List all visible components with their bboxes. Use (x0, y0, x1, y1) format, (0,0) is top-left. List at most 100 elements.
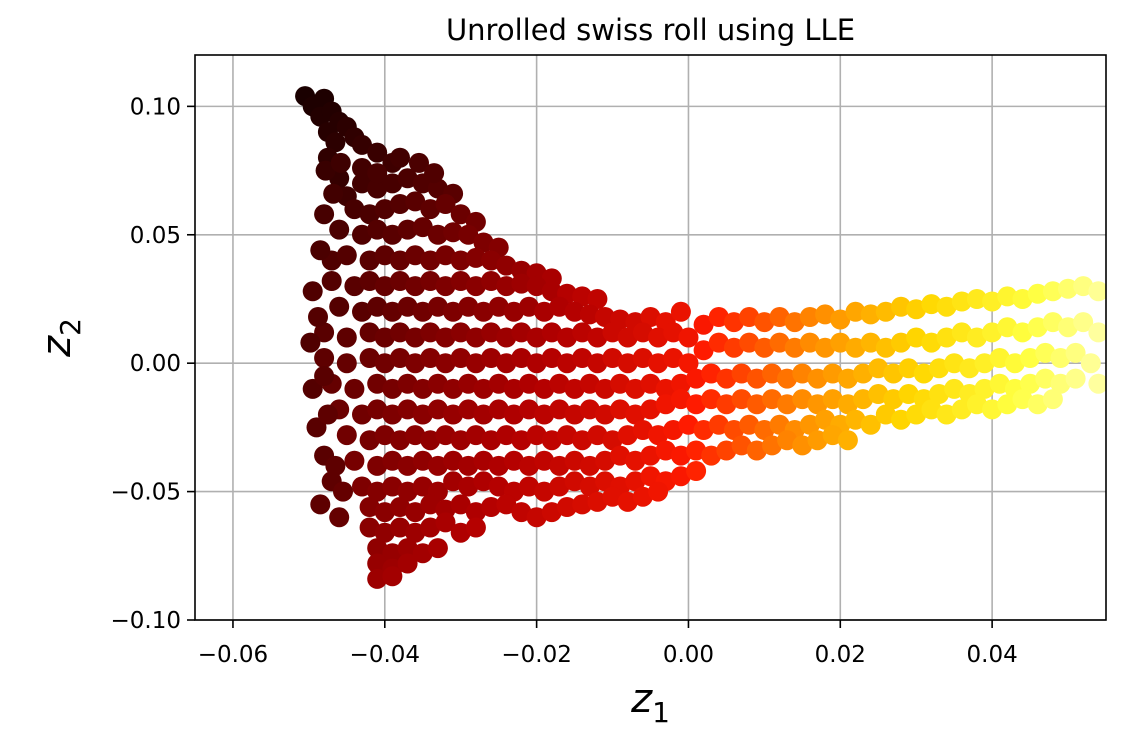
scatter-point (352, 158, 372, 178)
scatter-point (663, 322, 684, 343)
scatter-point (868, 384, 889, 404)
scatter-point (336, 245, 357, 266)
plot-frame (194, 54, 1107, 621)
scatter-point (336, 425, 357, 446)
scatter-point (1035, 342, 1056, 363)
scatter-point (443, 471, 464, 492)
scatter-point (458, 476, 479, 497)
scatter-point (1042, 389, 1063, 410)
scatter-point (564, 450, 585, 471)
y-tick-label: 0.00 (130, 351, 181, 377)
scatter-point (503, 404, 524, 425)
scatter-point (799, 414, 820, 435)
scatter-point (815, 337, 836, 358)
scatter-point (944, 353, 965, 374)
scatter-point (496, 276, 517, 297)
scatter-point (640, 307, 661, 327)
y-tick-label: 0.05 (130, 223, 181, 249)
scatter-point (739, 307, 760, 327)
scatter-point (1012, 389, 1033, 410)
scatter-point (465, 327, 486, 348)
scatter-point (929, 384, 949, 404)
scatter-point (481, 348, 502, 368)
scatter-point (405, 502, 426, 523)
scatter-point (837, 430, 858, 451)
scatter-point (549, 296, 570, 317)
scatter-point (997, 394, 1018, 415)
scatter-point (883, 389, 904, 410)
scatter-point (329, 219, 350, 240)
scatter-point (640, 399, 661, 420)
scatter-point (435, 353, 456, 374)
scatter-point (427, 538, 448, 559)
scatter-point (663, 420, 684, 440)
scatter-point (541, 430, 562, 451)
y-axis-label: z2 (34, 318, 87, 358)
scatter-point (382, 404, 403, 425)
scatter-point (443, 404, 464, 425)
scatter-point (526, 507, 547, 528)
scatter-point (974, 353, 995, 374)
scatter-point (367, 455, 388, 476)
scatter-point (308, 307, 328, 327)
scatter-point (777, 394, 798, 415)
scatter-point (762, 435, 782, 456)
scatter-point (503, 450, 524, 471)
scatter-point (367, 399, 388, 420)
x-axis-label-main: z (630, 676, 653, 722)
scatter-point (314, 322, 335, 343)
scatter-point (951, 322, 972, 343)
scatter-point (1012, 289, 1033, 309)
scatter-point (617, 491, 638, 512)
scatter-point (625, 471, 646, 492)
scatter-point (519, 373, 539, 394)
scatter-point (390, 348, 410, 368)
scatter-point (382, 450, 403, 471)
scatter-point (323, 183, 344, 204)
scatter-point (845, 337, 866, 358)
scatter-point (822, 425, 843, 446)
scatter-point (412, 450, 433, 471)
scatter-point (966, 327, 987, 348)
scatter-point (450, 494, 471, 515)
scatter-point (845, 301, 866, 322)
scatter-point (921, 332, 942, 353)
scatter-point (488, 399, 509, 420)
scatter-point (853, 389, 874, 410)
scatter-point (686, 440, 707, 461)
scatter-point (655, 394, 676, 415)
scatter-point (367, 553, 388, 574)
scatter-point (579, 399, 600, 420)
scatter-point (549, 373, 570, 394)
scatter-point (648, 425, 669, 446)
scatter-point (701, 363, 722, 384)
scatter-point (708, 307, 729, 327)
scatter-point (427, 178, 448, 199)
scatter-point (302, 281, 323, 302)
scatter-point (317, 404, 338, 425)
scatter-point (587, 491, 608, 512)
scatter-point (572, 494, 593, 515)
scatter-point (982, 291, 1003, 312)
scatter-point (792, 363, 813, 384)
scatter-point (754, 420, 775, 440)
scatter-point (374, 522, 395, 543)
scatter-point (1073, 276, 1094, 297)
scatter-point (898, 358, 919, 379)
scatter-point (617, 425, 638, 446)
scatter-point (420, 494, 441, 515)
scatter-point (921, 399, 942, 420)
scatter-point (382, 224, 403, 245)
scatter-point (496, 494, 517, 515)
scatter-point (511, 348, 532, 368)
scatter-point (906, 299, 927, 320)
scatter-point (352, 404, 372, 425)
scatter-point (397, 219, 418, 240)
scatter-point (405, 245, 426, 266)
scatter-point (610, 373, 631, 394)
scatter-point (587, 353, 608, 374)
scatter-point (564, 471, 585, 492)
scatter-point (1088, 373, 1106, 394)
scatter-point (746, 440, 767, 461)
scatter-point (602, 322, 623, 343)
